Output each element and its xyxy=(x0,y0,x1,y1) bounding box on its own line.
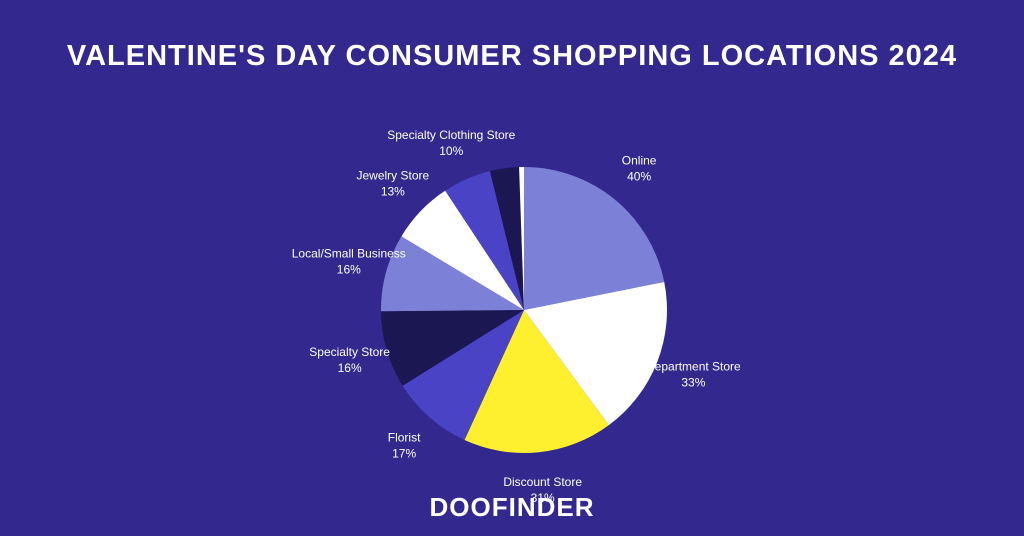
slice-label: Specialty Store xyxy=(309,345,390,359)
pie-slice xyxy=(519,167,524,310)
pie-slice xyxy=(402,310,524,441)
pie-slice xyxy=(464,310,609,453)
slice-label: Specialty Clothing Store xyxy=(387,128,515,142)
slice-label: Department Store xyxy=(646,360,741,374)
pie-slice xyxy=(401,190,524,310)
slice-label: Online xyxy=(622,154,657,168)
slice-label: Local/Small Business xyxy=(292,246,406,260)
value-label: 10% xyxy=(439,144,463,158)
pie-slice xyxy=(381,236,524,312)
chart-title: VALENTINE'S DAY CONSUMER SHOPPING LOCATI… xyxy=(66,40,958,72)
pie-slice xyxy=(524,167,665,310)
slice-label: Discount Store xyxy=(503,475,582,489)
pie-slice xyxy=(381,310,524,386)
slice-label: Jewelry Store xyxy=(357,169,430,183)
pie-slice xyxy=(489,167,524,310)
pie-slice xyxy=(524,281,667,426)
pie-slice xyxy=(445,171,524,310)
value-label: 16% xyxy=(338,361,362,375)
value-label: 16% xyxy=(337,262,361,276)
value-label: 33% xyxy=(681,376,705,390)
logo: DOOFINDER xyxy=(429,492,595,522)
value-label: 17% xyxy=(392,447,416,461)
value-label: 31% xyxy=(531,491,555,505)
slice-label: Florist xyxy=(388,431,421,445)
value-label: 40% xyxy=(627,170,651,184)
value-label: 13% xyxy=(381,185,405,199)
